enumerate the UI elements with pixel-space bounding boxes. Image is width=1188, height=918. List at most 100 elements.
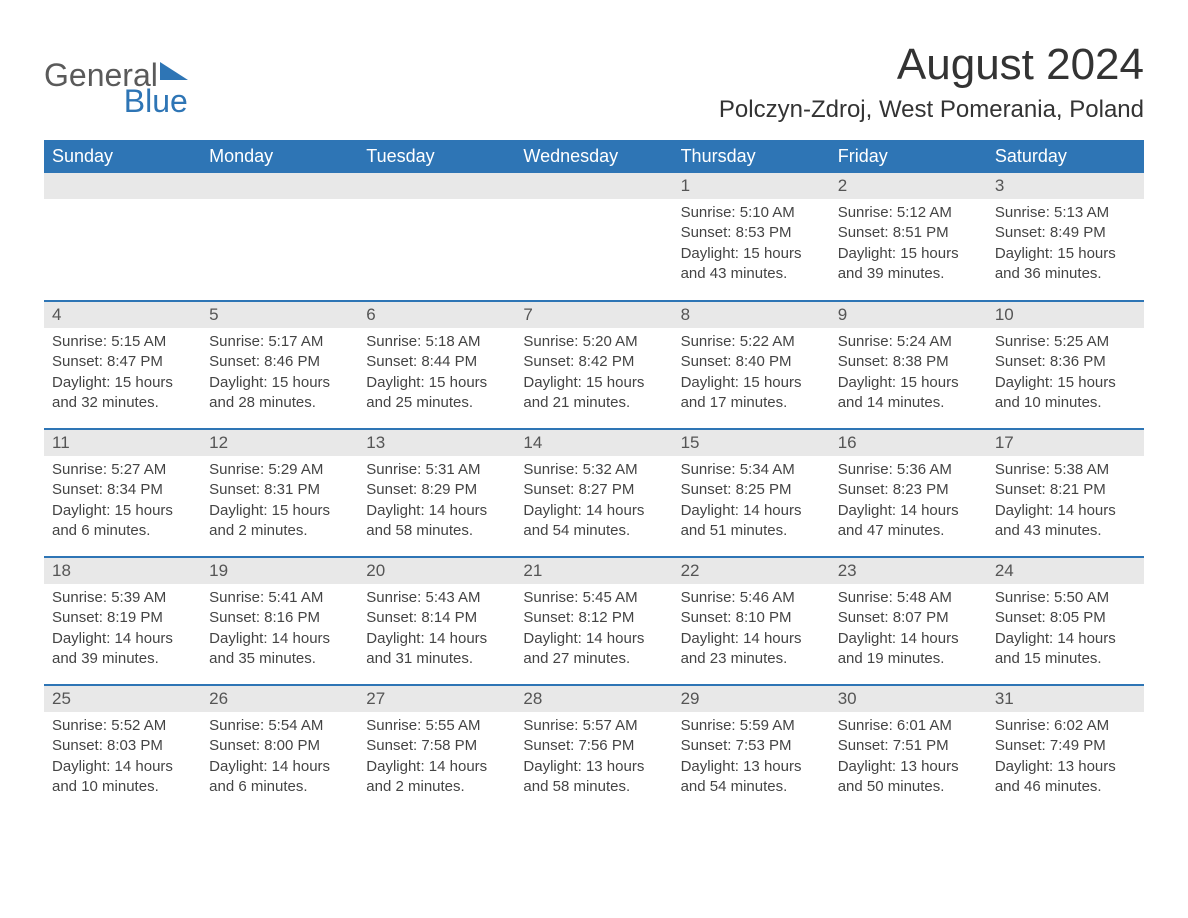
- calendar-cell: 19Sunrise: 5:41 AMSunset: 8:16 PMDayligh…: [201, 557, 358, 685]
- page-header: General Blue August 2024 Polczyn-Zdroj, …: [44, 40, 1144, 132]
- sunrise-text: Sunrise: 5:12 AM: [838, 203, 979, 223]
- calendar-cell: [44, 173, 201, 301]
- day-number: 17: [987, 430, 1144, 456]
- sunrise-text: Sunrise: 5:20 AM: [523, 332, 664, 352]
- sunrise-text: Sunrise: 5:46 AM: [681, 588, 822, 608]
- day-number: 7: [515, 302, 672, 328]
- sunset-text: Sunset: 7:51 PM: [838, 736, 979, 756]
- day-number: [201, 173, 358, 199]
- sunset-text: Sunset: 8:53 PM: [681, 223, 822, 243]
- sunrise-text: Sunrise: 6:01 AM: [838, 716, 979, 736]
- daylight-text: Daylight: 15 hours and 32 minutes.: [52, 373, 193, 414]
- day-body: Sunrise: 5:50 AMSunset: 8:05 PMDaylight:…: [987, 584, 1144, 677]
- daylight-text: Daylight: 14 hours and 43 minutes.: [995, 501, 1136, 542]
- sunset-text: Sunset: 8:38 PM: [838, 352, 979, 372]
- day-number: 14: [515, 430, 672, 456]
- calendar-cell: [201, 173, 358, 301]
- daylight-text: Daylight: 15 hours and 10 minutes.: [995, 373, 1136, 414]
- daylight-text: Daylight: 14 hours and 15 minutes.: [995, 629, 1136, 670]
- day-number: [515, 173, 672, 199]
- day-body: Sunrise: 5:52 AMSunset: 8:03 PMDaylight:…: [44, 712, 201, 805]
- sunrise-text: Sunrise: 5:24 AM: [838, 332, 979, 352]
- calendar-cell: 26Sunrise: 5:54 AMSunset: 8:00 PMDayligh…: [201, 685, 358, 813]
- sunrise-text: Sunrise: 5:10 AM: [681, 203, 822, 223]
- day-number: 28: [515, 686, 672, 712]
- day-number: 5: [201, 302, 358, 328]
- calendar-cell: 23 Sunrise: 5:48 AMSunset: 8:07 PMDayligh…: [830, 557, 987, 685]
- sunrise-text: Sunrise: 5:50 AM: [995, 588, 1136, 608]
- sunrise-text: Sunrise: 5:54 AM: [209, 716, 350, 736]
- calendar-cell: 21Sunrise: 5:45 AMSunset: 8:12 PMDayligh…: [515, 557, 672, 685]
- day-body: Sunrise: 5:18 AMSunset: 8:44 PMDaylight:…: [358, 328, 515, 421]
- sunrise-text: Sunrise: 5:34 AM: [681, 460, 822, 480]
- day-number: 4: [44, 302, 201, 328]
- calendar-cell: 6Sunrise: 5:18 AMSunset: 8:44 PMDaylight…: [358, 301, 515, 429]
- day-body: Sunrise: 5:10 AMSunset: 8:53 PMDaylight:…: [673, 199, 830, 292]
- calendar-cell: 27Sunrise: 5:55 AMSunset: 7:58 PMDayligh…: [358, 685, 515, 813]
- day-number: 8: [673, 302, 830, 328]
- day-body: Sunrise: 5:12 AMSunset: 8:51 PMDaylight:…: [830, 199, 987, 292]
- daylight-text: Daylight: 14 hours and 19 minutes.: [838, 629, 979, 670]
- daylight-text: Daylight: 14 hours and 31 minutes.: [366, 629, 507, 670]
- daylight-text: Daylight: 15 hours and 21 minutes.: [523, 373, 664, 414]
- day-number: 12: [201, 430, 358, 456]
- daylight-text: Daylight: 13 hours and 46 minutes.: [995, 757, 1136, 798]
- sunset-text: Sunset: 8:36 PM: [995, 352, 1136, 372]
- day-number: 9: [830, 302, 987, 328]
- day-number: 25: [44, 686, 201, 712]
- day-body: Sunrise: 5:31 AMSunset: 8:29 PMDaylight:…: [358, 456, 515, 549]
- day-number: 23: [830, 558, 987, 584]
- sunset-text: Sunset: 8:47 PM: [52, 352, 193, 372]
- sunset-text: Sunset: 7:56 PM: [523, 736, 664, 756]
- day-body: Sunrise: 5:25 AMSunset: 8:36 PMDaylight:…: [987, 328, 1144, 421]
- sunrise-text: Sunrise: 5:36 AM: [838, 460, 979, 480]
- day-number: 19: [201, 558, 358, 584]
- sunrise-text: Sunrise: 5:29 AM: [209, 460, 350, 480]
- daylight-text: Daylight: 15 hours and 36 minutes.: [995, 244, 1136, 285]
- calendar-thead: SundayMondayTuesdayWednesdayThursdayFrid…: [44, 140, 1144, 173]
- calendar-cell: 12Sunrise: 5:29 AMSunset: 8:31 PMDayligh…: [201, 429, 358, 557]
- weekday-header: Saturday: [987, 140, 1144, 173]
- sunset-text: Sunset: 8:46 PM: [209, 352, 350, 372]
- daylight-text: Daylight: 14 hours and 54 minutes.: [523, 501, 664, 542]
- calendar-cell: [515, 173, 672, 301]
- sunrise-text: Sunrise: 5:48 AM: [838, 588, 979, 608]
- day-number: 26: [201, 686, 358, 712]
- day-body: Sunrise: 5:15 AMSunset: 8:47 PMDaylight:…: [44, 328, 201, 421]
- calendar-cell: 17Sunrise: 5:38 AMSunset: 8:21 PMDayligh…: [987, 429, 1144, 557]
- day-number: [358, 173, 515, 199]
- calendar-tbody: 1Sunrise: 5:10 AMSunset: 8:53 PMDaylight…: [44, 173, 1144, 813]
- calendar-table: SundayMondayTuesdayWednesdayThursdayFrid…: [44, 140, 1144, 813]
- daylight-text: Daylight: 15 hours and 39 minutes.: [838, 244, 979, 285]
- calendar-cell: 24Sunrise: 5:50 AMSunset: 8:05 PMDayligh…: [987, 557, 1144, 685]
- day-body: Sunrise: 5:39 AMSunset: 8:19 PMDaylight:…: [44, 584, 201, 677]
- sunrise-text: Sunrise: 6:02 AM: [995, 716, 1136, 736]
- daylight-text: Daylight: 13 hours and 50 minutes.: [838, 757, 979, 798]
- day-number: 10: [987, 302, 1144, 328]
- calendar-cell: 14Sunrise: 5:32 AMSunset: 8:27 PMDayligh…: [515, 429, 672, 557]
- day-body: Sunrise: 5:32 AMSunset: 8:27 PMDaylight:…: [515, 456, 672, 549]
- sunset-text: Sunset: 8:42 PM: [523, 352, 664, 372]
- calendar-cell: 15Sunrise: 5:34 AMSunset: 8:25 PMDayligh…: [673, 429, 830, 557]
- day-body: Sunrise: 5:55 AMSunset: 7:58 PMDaylight:…: [358, 712, 515, 805]
- sunrise-text: Sunrise: 5:59 AM: [681, 716, 822, 736]
- sunset-text: Sunset: 8:00 PM: [209, 736, 350, 756]
- month-title: August 2024: [719, 40, 1144, 90]
- sunset-text: Sunset: 8:14 PM: [366, 608, 507, 628]
- day-number: 15: [673, 430, 830, 456]
- calendar-cell: 9Sunrise: 5:24 AMSunset: 8:38 PMDaylight…: [830, 301, 987, 429]
- day-body: Sunrise: 5:59 AMSunset: 7:53 PMDaylight:…: [673, 712, 830, 805]
- daylight-text: Daylight: 15 hours and 6 minutes.: [52, 501, 193, 542]
- calendar-cell: 28Sunrise: 5:57 AMSunset: 7:56 PMDayligh…: [515, 685, 672, 813]
- daylight-text: Daylight: 14 hours and 10 minutes.: [52, 757, 193, 798]
- day-number: 31: [987, 686, 1144, 712]
- day-number: 6: [358, 302, 515, 328]
- sunset-text: Sunset: 8:07 PM: [838, 608, 979, 628]
- sunrise-text: Sunrise: 5:43 AM: [366, 588, 507, 608]
- daylight-text: Daylight: 15 hours and 25 minutes.: [366, 373, 507, 414]
- daylight-text: Daylight: 15 hours and 2 minutes.: [209, 501, 350, 542]
- day-body: Sunrise: 5:17 AMSunset: 8:46 PMDaylight:…: [201, 328, 358, 421]
- day-number: [44, 173, 201, 199]
- daylight-text: Daylight: 15 hours and 28 minutes.: [209, 373, 350, 414]
- daylight-text: Daylight: 14 hours and 47 minutes.: [838, 501, 979, 542]
